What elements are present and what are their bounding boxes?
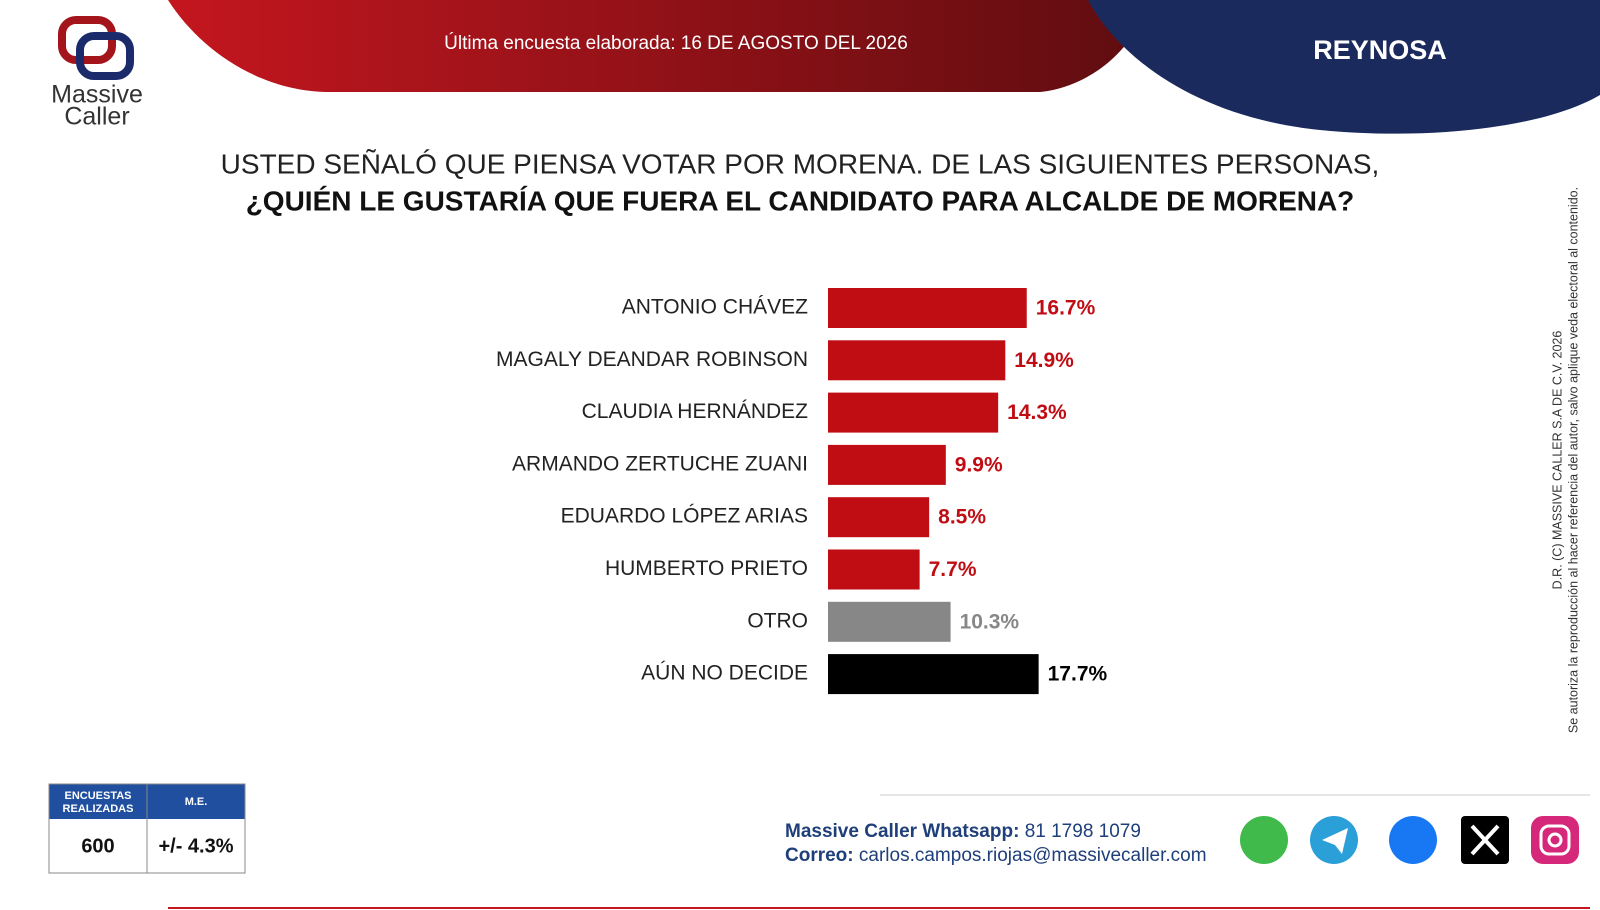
value-label: 17.7% bbox=[1048, 663, 1108, 686]
category-label: ARMANDO ZERTUCHE ZUANI bbox=[512, 452, 808, 475]
whatsapp-icon[interactable] bbox=[1240, 816, 1288, 864]
copyright: D.R. (C) MASSIVE CALLER S.A DE C.V. 2026 bbox=[1550, 331, 1564, 590]
category-label: OTRO bbox=[747, 609, 808, 632]
social-icons bbox=[1240, 816, 1579, 864]
logo-text: Caller bbox=[64, 103, 129, 131]
value-label: 10.3% bbox=[960, 610, 1020, 633]
header-blue-band bbox=[1088, 0, 1600, 134]
category-label: ANTONIO CHÁVEZ bbox=[622, 296, 808, 319]
bar bbox=[828, 549, 920, 590]
bar bbox=[828, 497, 930, 538]
contact-label: Massive Caller Whatsapp: bbox=[785, 821, 1019, 842]
sample-table: ENCUESTAS REALIZADAS M.E. 600 +/- 4.3% bbox=[48, 783, 246, 874]
chart-subtitle: ¿QUIÉN LE GUSTARÍA QUE FUERA EL CANDIDAT… bbox=[246, 185, 1355, 216]
bar bbox=[828, 601, 951, 642]
instagram-glyph bbox=[1539, 824, 1571, 856]
region: REYNOSA bbox=[1313, 35, 1447, 65]
category-label: CLAUDIA HERNÁNDEZ bbox=[582, 400, 809, 423]
bar bbox=[828, 444, 946, 485]
facebook-icon[interactable] bbox=[1389, 816, 1437, 864]
contact-label: Correo: bbox=[785, 845, 854, 866]
contact-value: 81 1798 1079 bbox=[1025, 821, 1141, 842]
value-label: 7.7% bbox=[929, 558, 977, 581]
bar-chart: ANTONIO CHÁVEZ 16.7% MAGALY DEANDAR ROBINS… bbox=[496, 288, 1108, 695]
survey-date: Última encuesta elaborada: 16 DE AGOSTO … bbox=[444, 32, 908, 54]
table-cell: 600 bbox=[81, 835, 114, 857]
header-red-band bbox=[168, 0, 1150, 92]
copyright-note: Se autoriza la reproducción al hacer ref… bbox=[1566, 187, 1580, 733]
value-label: 9.9% bbox=[955, 453, 1003, 476]
contact-line: Massive Caller Whatsapp: 81 1798 1079 bbox=[785, 821, 1141, 842]
category-label: HUMBERTO PRIETO bbox=[605, 557, 808, 580]
telegram-glyph bbox=[1322, 828, 1348, 854]
value-label: 8.5% bbox=[938, 506, 986, 529]
value-label: 16.7% bbox=[1036, 297, 1096, 320]
instagram-icon[interactable] bbox=[1531, 816, 1579, 864]
x-glyph bbox=[1470, 824, 1500, 856]
table-header: ENCUESTAS REALIZADAS bbox=[63, 790, 134, 815]
category-label: MAGALY DEANDAR ROBINSON bbox=[496, 348, 808, 371]
bar bbox=[828, 340, 1006, 381]
bar bbox=[828, 654, 1039, 695]
chart-title: USTED SEÑALÓ QUE PIENSA VOTAR POR MORENA… bbox=[221, 148, 1380, 179]
bar bbox=[828, 392, 999, 433]
contact-value: carlos.campos.riojas@massivecaller.com bbox=[859, 845, 1207, 866]
value-label: 14.3% bbox=[1007, 401, 1067, 424]
logo-bubble-blue bbox=[76, 32, 134, 80]
table-cell: +/- 4.3% bbox=[158, 835, 233, 857]
logo: Massive Caller bbox=[51, 16, 143, 131]
contact-line: Correo: carlos.campos.riojas@massivecall… bbox=[785, 845, 1207, 866]
category-label: EDUARDO LÓPEZ ARIAS bbox=[561, 505, 808, 528]
value-label: 14.9% bbox=[1014, 349, 1074, 372]
category-label: AÚN NO DECIDE bbox=[641, 662, 808, 685]
table-header: M.E. bbox=[185, 796, 208, 808]
logo-text: Massive bbox=[51, 81, 143, 109]
bar bbox=[828, 288, 1027, 328]
instagram-glyph bbox=[1547, 832, 1563, 848]
